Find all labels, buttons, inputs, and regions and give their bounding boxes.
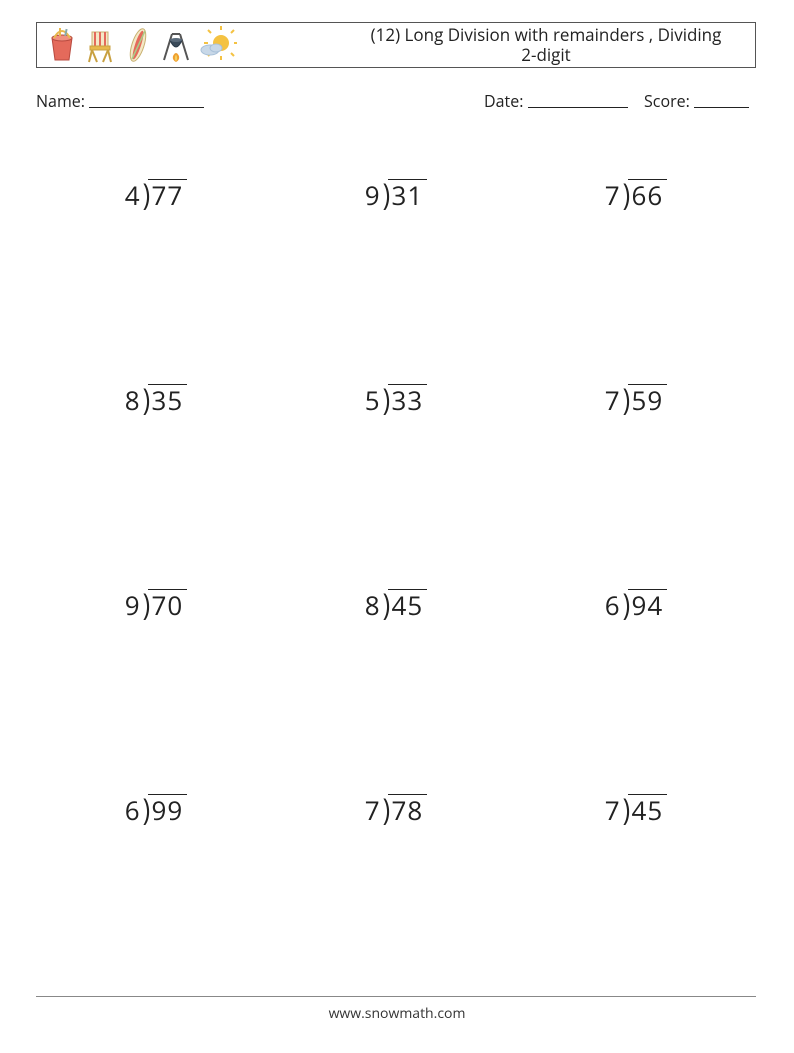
division-problem: 7)59	[605, 383, 667, 413]
division-bracket: )	[142, 794, 150, 824]
divisor: 6	[125, 797, 142, 823]
division-bracket: )	[142, 384, 150, 414]
division-bracket: )	[622, 179, 630, 209]
surfboard-icon	[121, 26, 155, 64]
score-blank	[694, 90, 749, 108]
division-problem: 8)35	[125, 383, 187, 413]
division-problem: 8)45	[365, 588, 427, 618]
division-bracket: )	[382, 179, 390, 209]
campfire-pot-icon	[159, 26, 193, 64]
problem-cell: 6)99	[36, 765, 276, 970]
division-problem: 7)78	[365, 793, 427, 823]
chair-icon	[83, 26, 117, 64]
footer-rule	[36, 996, 756, 997]
divisor: 7	[605, 797, 622, 823]
divisor: 8	[365, 592, 382, 618]
dividend: 99	[148, 794, 188, 823]
problem-cell: 7)66	[516, 150, 756, 355]
division-problem: 9)70	[125, 588, 187, 618]
division-problem: 6)94	[605, 588, 667, 618]
problem-cell: 7)45	[516, 765, 756, 970]
division-problem: 7)66	[605, 178, 667, 208]
sun-cloud-icon	[197, 26, 237, 64]
problem-cell: 7)59	[516, 355, 756, 560]
divisor: 7	[605, 182, 622, 208]
divisor: 8	[125, 387, 142, 413]
dividend: 77	[148, 179, 188, 208]
problem-cell: 8)35	[36, 355, 276, 560]
division-bracket: )	[382, 589, 390, 619]
problem-cell: 7)78	[276, 765, 516, 970]
division-bracket: )	[382, 384, 390, 414]
divisor: 9	[125, 592, 142, 618]
dividend: 66	[628, 179, 668, 208]
divisor: 9	[365, 182, 382, 208]
divisor: 4	[125, 182, 142, 208]
divisor: 7	[365, 797, 382, 823]
bucket-icon	[45, 26, 79, 64]
score-label: Score:	[644, 90, 690, 112]
problem-cell: 4)77	[36, 150, 276, 355]
divisor: 6	[605, 592, 622, 618]
division-problem: 4)77	[125, 178, 187, 208]
dividend: 94	[628, 589, 668, 618]
dividend: 35	[148, 384, 188, 413]
header-box: (12) Long Division with remainders , Div…	[36, 22, 756, 68]
division-bracket: )	[142, 589, 150, 619]
problem-cell: 9)31	[276, 150, 516, 355]
division-problem: 5)33	[365, 383, 427, 413]
dividend: 78	[388, 794, 428, 823]
dividend: 70	[148, 589, 188, 618]
division-problem: 7)45	[605, 793, 667, 823]
title-line-2: 2-digit	[521, 43, 570, 66]
name-label: Name:	[36, 90, 85, 112]
date-blank	[528, 90, 628, 108]
division-bracket: )	[622, 794, 630, 824]
problem-cell: 9)70	[36, 560, 276, 765]
division-bracket: )	[382, 794, 390, 824]
problem-cell: 5)33	[276, 355, 516, 560]
divisor: 5	[365, 387, 382, 413]
division-problem: 6)99	[125, 793, 187, 823]
division-problem: 9)31	[365, 178, 427, 208]
footer-text: www.snowmath.com	[0, 1004, 794, 1023]
worksheet-title: (12) Long Division with remainders , Div…	[237, 25, 745, 66]
problems-grid: 4)77 9)31 7)66 8)35 5)33 7)59 9)70 8)45 …	[36, 150, 756, 970]
division-bracket: )	[622, 589, 630, 619]
dividend: 33	[388, 384, 428, 413]
dividend: 59	[628, 384, 668, 413]
divisor: 7	[605, 387, 622, 413]
dividend: 45	[628, 794, 668, 823]
problem-cell: 8)45	[276, 560, 516, 765]
info-row: Name: Date: Score:	[36, 90, 756, 112]
dividend: 45	[388, 589, 428, 618]
date-label: Date:	[484, 90, 523, 112]
header-icons	[45, 26, 237, 64]
worksheet-page: (12) Long Division with remainders , Div…	[0, 0, 794, 1053]
division-bracket: )	[622, 384, 630, 414]
name-blank	[89, 90, 204, 108]
division-bracket: )	[142, 179, 150, 209]
problem-cell: 6)94	[516, 560, 756, 765]
dividend: 31	[388, 179, 428, 208]
